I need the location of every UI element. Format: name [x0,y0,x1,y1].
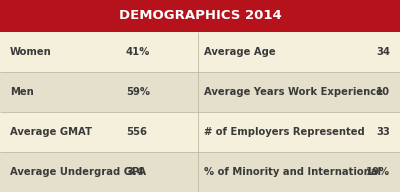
Text: # of Employers Represented: # of Employers Represented [204,127,365,137]
Text: DEMOGRAPHICS 2014: DEMOGRAPHICS 2014 [119,9,281,22]
Text: 10: 10 [376,87,390,97]
Bar [0,32,400,72]
Text: Average Undergrad GPA: Average Undergrad GPA [10,167,146,177]
Bar [0,152,400,192]
Text: Average Age: Average Age [204,47,276,57]
Text: 59%: 59% [126,87,150,97]
Text: 34: 34 [376,47,390,57]
Text: 41%: 41% [126,47,150,57]
Text: 3.4: 3.4 [126,167,144,177]
Text: Average Years Work Experience: Average Years Work Experience [204,87,383,97]
Bar [0,0,400,32]
Text: % of Minority and International: % of Minority and International [204,167,381,177]
Text: 19%: 19% [366,167,390,177]
Text: 33: 33 [376,127,390,137]
Bar [0,72,400,112]
Text: 556: 556 [126,127,147,137]
Text: Women: Women [10,47,52,57]
Text: Men: Men [10,87,34,97]
Text: Average GMAT: Average GMAT [10,127,92,137]
Bar [0,112,400,152]
